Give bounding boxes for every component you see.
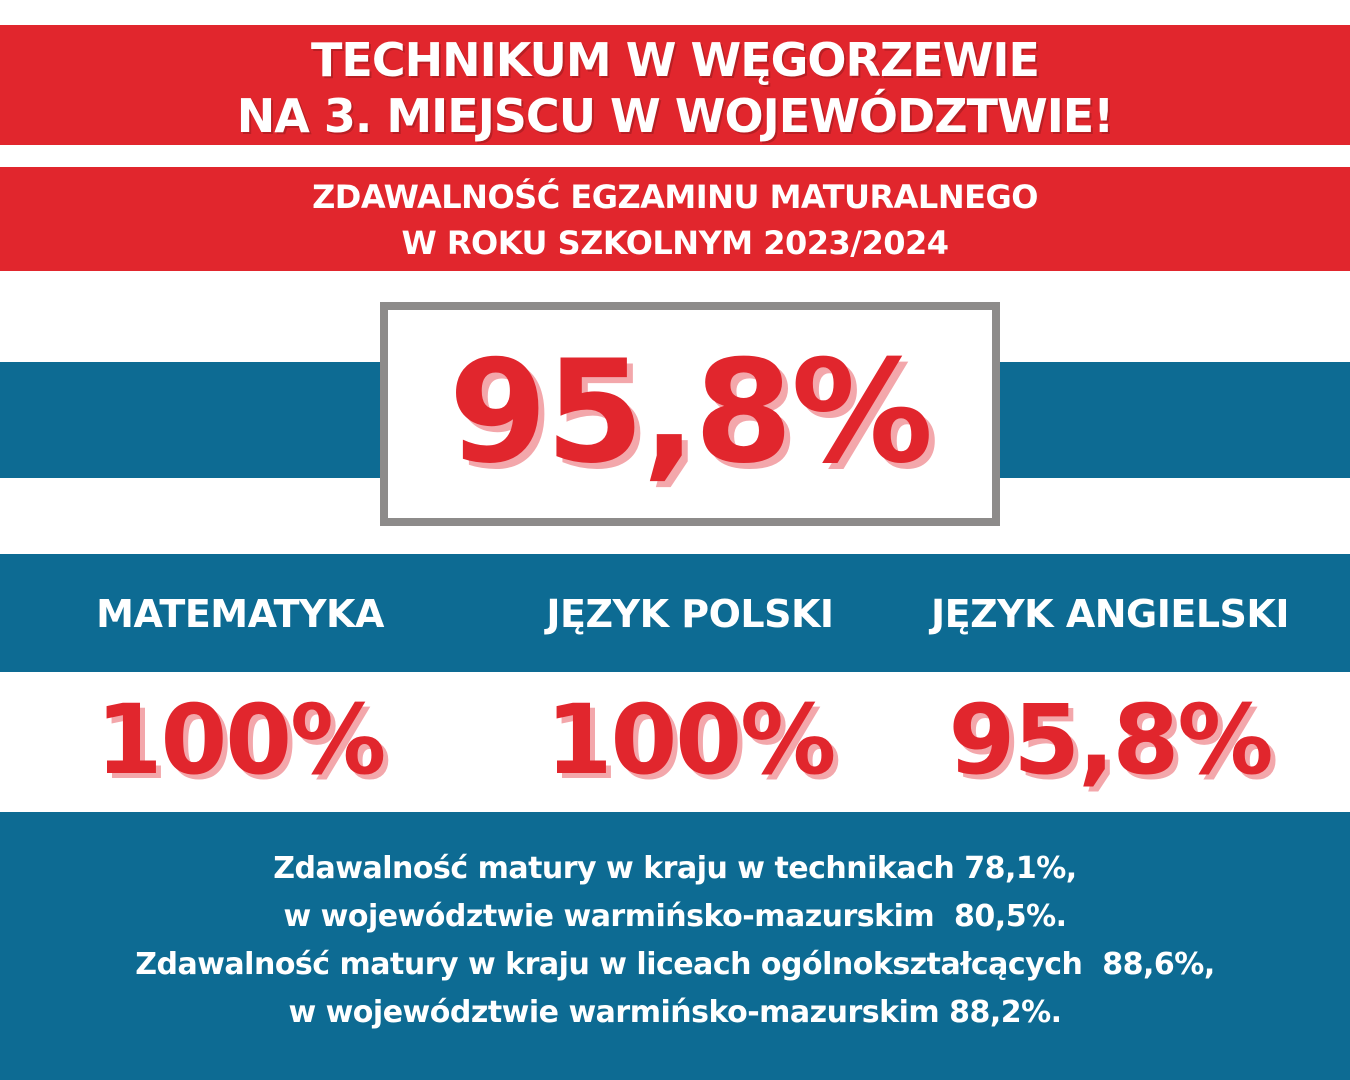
subject-english-label: JĘZYK ANGIELSKI: [930, 592, 1290, 636]
subject-english-result: 95,8%: [948, 684, 1273, 796]
footer-line-4: w województwie warmińsko-mazurskim 88,2%…: [288, 995, 1062, 1030]
title-line-2: NA 3. MIEJSCU W WOJEWÓDZTWIE!: [236, 89, 1114, 143]
subject-polish-label: JĘZYK POLSKI: [546, 592, 834, 636]
subject-math-label: MATEMATYKA: [96, 592, 384, 636]
title-line-1: TECHNIKUM W WĘGORZEWIE: [311, 33, 1040, 87]
title-banner: [0, 25, 1350, 145]
subjects-banner: [0, 554, 1350, 672]
main-result-frame: 95,8%: [380, 302, 1000, 526]
main-result-value: 95,8%: [448, 330, 934, 495]
footer-line-1: Zdawalność matury w kraju w technikach 7…: [273, 851, 1077, 886]
footer-statistics: Zdawalność matury w kraju w technikach 7…: [0, 845, 1350, 1037]
footer-line-2: w województwie warmińsko-mazurskim 80,5%…: [283, 899, 1067, 934]
footer-line-3: Zdawalność matury w kraju w liceach ogól…: [135, 947, 1215, 982]
subject-polish-result: 100%: [545, 684, 837, 796]
subtitle-banner: [0, 167, 1350, 271]
subject-math-result: 100%: [95, 684, 387, 796]
subtitle-line-2: W ROKU SZKOLNYM 2023/2024: [401, 224, 949, 262]
footer-banner: [0, 812, 1350, 1080]
subtitle-line-1: ZDAWALNOŚĆ EGZAMINU MATURALNEGO: [312, 178, 1038, 216]
